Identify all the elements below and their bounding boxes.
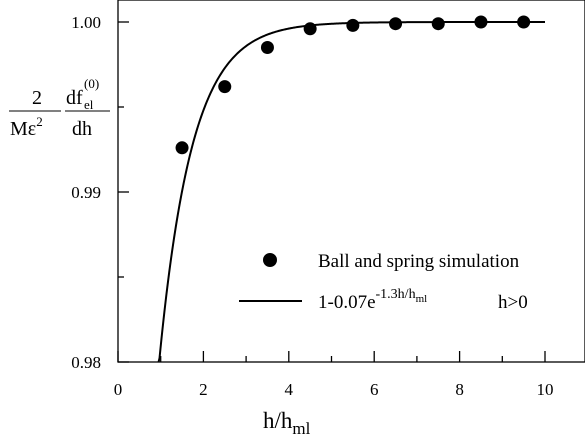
data-point <box>346 18 360 32</box>
y-axis-label: 2 Mε2 dfel(0) dh <box>9 76 110 140</box>
data-point <box>218 80 232 94</box>
x-tick-label: 4 <box>285 380 294 399</box>
y-tick-label: 0.99 <box>71 183 101 202</box>
data-point <box>474 15 488 29</box>
data-point <box>175 141 189 155</box>
x-tick-label: 8 <box>455 380 464 399</box>
data-point <box>303 22 317 36</box>
y-tick-label: 1.00 <box>71 13 101 32</box>
simulation-points <box>175 15 531 155</box>
legend: Ball and spring simulation 1-0.07e-1.3h/… <box>239 251 528 313</box>
legend-label-fit: 1-0.07e-1.3h/hml h>0 <box>318 287 528 313</box>
y-label-denominator-left: Mε2 <box>10 114 43 140</box>
plot-area-frame <box>117 0 585 363</box>
legend-label-simulation: Ball and spring simulation <box>318 251 520 272</box>
y-label-numerator-right: dfel(0) <box>66 76 99 112</box>
y-label-denominator-right: dh <box>72 118 92 140</box>
axis-ticks <box>117 21 546 363</box>
data-point <box>517 15 531 29</box>
legend-marker-simulation <box>263 253 277 267</box>
data-point <box>389 17 403 31</box>
x-tick-label: 2 <box>199 380 208 399</box>
data-point <box>431 17 445 31</box>
axis-tick-labels: 0 2 4 6 8 10 0.98 0.99 1.00 <box>71 13 553 399</box>
x-tick-label: 6 <box>370 380 379 399</box>
y-tick-label: 0.98 <box>71 353 101 372</box>
x-tick-label: 0 <box>114 380 123 399</box>
x-axis-label: h/hml <box>263 408 311 434</box>
data-point <box>260 41 274 54</box>
y-label-numerator-left: 2 <box>32 87 42 109</box>
x-tick-label: 10 <box>537 380 554 399</box>
